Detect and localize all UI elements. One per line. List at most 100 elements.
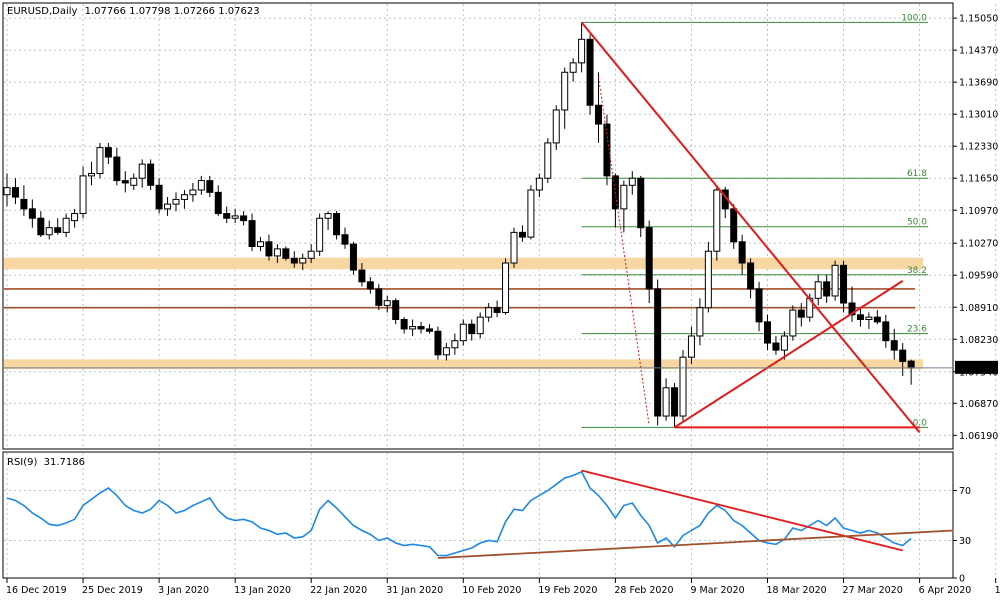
x-tick-label: 13 Jan 2020 xyxy=(234,585,291,596)
candle-bull xyxy=(197,180,205,191)
candle-bear xyxy=(104,147,112,158)
candle-bull xyxy=(620,184,628,210)
candle-bear xyxy=(595,104,602,125)
candle-bull xyxy=(172,198,180,205)
candle-bull xyxy=(3,187,11,196)
rsi-tick-label: 30 xyxy=(959,536,971,547)
fib-level-label: 23.6 xyxy=(907,325,927,335)
candle-bull xyxy=(257,241,264,248)
y-tick-label: 1.14370 xyxy=(959,46,998,57)
candle-bear xyxy=(147,163,155,186)
candle-bull xyxy=(696,307,704,337)
candle-bull xyxy=(628,177,636,186)
last-price-marker: 1.07623 xyxy=(4,360,998,374)
candle-bull xyxy=(679,356,687,417)
candle-bear xyxy=(20,198,28,210)
candle-bull xyxy=(383,300,391,306)
price-axis-ticks: 1.15050 1.14370 1.13690 1.13010 1.12330 1.116… xyxy=(953,14,998,442)
candle-bear xyxy=(434,330,442,356)
last-price-box xyxy=(955,360,998,374)
y-tick-label: 1.09590 xyxy=(959,271,998,282)
candle-bear xyxy=(214,191,222,215)
candle-bear xyxy=(856,314,864,321)
time-axis-ticks: 16 Dec 2019 25 Dec 2019 3 Jan 2020 13 Jan 2… xyxy=(6,578,1000,596)
supply-zone xyxy=(4,359,923,370)
candle-bear xyxy=(11,187,19,198)
candle-bull xyxy=(189,189,197,196)
support-resistance-lines xyxy=(4,288,915,309)
candle-bull xyxy=(62,217,70,233)
rsi-trendline xyxy=(437,529,954,559)
candle-bear xyxy=(738,241,746,264)
y-tick-label: 1.13690 xyxy=(959,78,998,89)
candle-bull xyxy=(138,163,146,179)
candle-bear xyxy=(240,215,248,222)
candle-bull xyxy=(88,173,95,177)
candle-bull xyxy=(459,323,467,342)
candle-bull xyxy=(527,189,535,238)
candle-bull xyxy=(704,250,712,309)
y-tick-label: 1.06190 xyxy=(959,431,998,442)
y-tick-label: 1.08230 xyxy=(959,335,998,346)
fib-level-label: 100.0 xyxy=(901,13,927,23)
candle-bear xyxy=(907,360,915,369)
candle-bull xyxy=(713,189,721,252)
y-tick-label: 1.06870 xyxy=(959,399,998,410)
candle-bear xyxy=(586,38,594,106)
x-tick-label: 6 Apr 2020 xyxy=(919,585,972,596)
candle-bear xyxy=(493,307,501,313)
candle-bear xyxy=(113,156,121,182)
candle-bear xyxy=(468,323,476,335)
fib-level-label: 38.2 xyxy=(907,266,927,276)
candle-bear xyxy=(375,288,383,306)
candle-bull xyxy=(535,177,543,191)
supply-zone xyxy=(4,257,923,270)
candle-bear xyxy=(341,234,349,245)
candle-bear xyxy=(400,319,408,330)
x-tick-label: 22 Jan 2020 xyxy=(310,585,367,596)
candle-bear xyxy=(654,288,662,417)
candle-bull xyxy=(687,335,695,358)
candle-bear xyxy=(358,269,366,283)
candle-bear xyxy=(603,123,611,177)
candle-bear xyxy=(755,288,763,323)
candle-bear xyxy=(366,281,374,290)
candle-bear xyxy=(290,257,298,264)
candle-bear xyxy=(747,262,755,290)
candle-bear xyxy=(823,281,831,297)
y-tick-label: 1.13010 xyxy=(959,110,998,121)
candle-bull xyxy=(45,227,53,236)
candle-bull xyxy=(544,142,552,179)
y-tick-label: 1.15050 xyxy=(959,14,998,25)
trendline xyxy=(580,21,921,434)
x-tick-label: 16 Dec 2019 xyxy=(6,585,67,596)
candle-bull xyxy=(569,62,577,73)
candle-bear xyxy=(730,208,738,243)
y-tick-label: 1.10970 xyxy=(959,206,998,217)
candle-bull xyxy=(316,217,324,252)
candle-bull xyxy=(814,281,822,299)
candle-bull xyxy=(79,175,87,215)
candle-bear xyxy=(873,316,881,323)
x-tick-label: 18 Mar 2020 xyxy=(767,585,827,596)
x-tick-label: 9 Mar 2020 xyxy=(690,585,744,596)
candle-bull xyxy=(865,316,873,321)
candle-bear xyxy=(155,184,163,210)
candlestick-series xyxy=(3,22,915,428)
candle-bear xyxy=(899,349,907,362)
candle-bear xyxy=(206,180,214,193)
y-tick-label: 1.12330 xyxy=(959,142,998,153)
candle-bull xyxy=(324,213,332,219)
candle-bear xyxy=(121,180,129,184)
fibonacci-retracement: 100.0 61.8 50.0 38.2 23.6 0.0 xyxy=(581,13,928,428)
candle-bull xyxy=(561,71,569,111)
candle-bear xyxy=(772,342,780,351)
candle-bull xyxy=(789,309,797,337)
x-tick-label: 19 Feb 2020 xyxy=(538,585,597,596)
candle-bull xyxy=(451,340,459,349)
y-tick-label: 1.11650 xyxy=(959,174,998,185)
supply-zones xyxy=(4,257,923,370)
candle-bear xyxy=(349,243,357,271)
candle-bear xyxy=(671,387,679,417)
